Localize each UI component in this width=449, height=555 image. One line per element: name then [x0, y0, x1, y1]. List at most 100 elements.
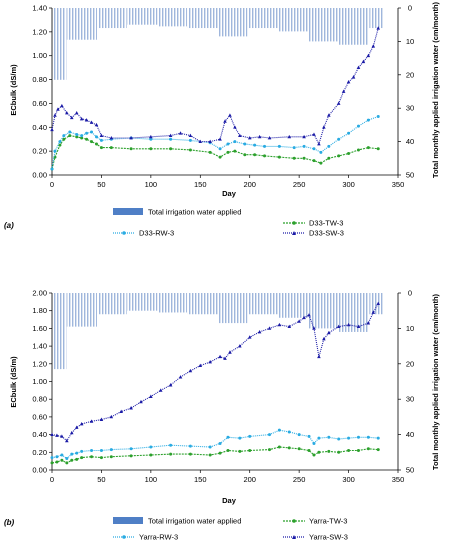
point-sw-a-33 — [327, 113, 331, 117]
series-line-rw-a — [51, 115, 379, 170]
y2-tick-label-b-0: 0 — [408, 289, 412, 298]
y-tick-label-b-1: 0.20 — [32, 448, 47, 457]
point-tw-b-15 — [218, 451, 222, 455]
point-rw-b-6 — [80, 449, 84, 453]
point-sw-a-0 — [50, 127, 54, 132]
y2-axis-label-a: Total monthly applied irrigation water (… — [431, 1, 440, 178]
y-tick-label-a-5: 1.00 — [32, 51, 47, 60]
point-sw-a-26 — [257, 134, 262, 139]
point-rw-b-4 — [70, 452, 74, 456]
legend-marker-sw-b — [292, 535, 296, 539]
point-rw-b-21 — [287, 430, 291, 434]
y2-ticks-b: 0 10 20 30 40 50 — [398, 289, 414, 475]
point-rw-a-14 — [169, 137, 173, 141]
point-sw-b-38 — [356, 324, 361, 329]
point-rw-a-33 — [376, 115, 380, 119]
point-sw-b-32 — [312, 326, 316, 330]
x-tick-label-a-3: 150 — [194, 180, 207, 189]
irrigation-bar-b-4 — [157, 293, 187, 313]
x-tick-label-b-3: 150 — [194, 475, 207, 484]
x-tick-label-b-2: 100 — [145, 475, 158, 484]
point-sw-a-40 — [366, 53, 371, 58]
point-sw-a-15 — [168, 133, 173, 138]
point-tw-a-27 — [319, 161, 323, 165]
point-rw-a-8 — [90, 130, 94, 134]
irrigation-bar-a-5 — [187, 8, 218, 29]
y2-tick-label-a-5: 50 — [406, 171, 414, 180]
point-tw-b-13 — [188, 452, 192, 456]
point-sw-b-40 — [371, 310, 376, 314]
point-tw-a-7 — [85, 137, 89, 141]
point-sw-a-41 — [371, 44, 376, 48]
point-tw-b-21 — [287, 446, 291, 450]
point-rw-b-28 — [347, 436, 351, 440]
y-tick-label-a-7: 1.40 — [32, 4, 47, 13]
point-rw-a-10 — [99, 138, 103, 142]
point-sw-b-31 — [307, 313, 311, 317]
point-tw-a-11 — [109, 146, 113, 150]
point-rw-a-29 — [337, 137, 341, 141]
point-sw-a-31 — [317, 141, 321, 146]
point-tw-a-17 — [218, 155, 222, 159]
panel-label-b: (b) — [4, 518, 15, 527]
point-tw-b-26 — [327, 449, 331, 453]
irrigation-bar-b-0 — [52, 293, 67, 370]
y-ticks-b: 0.00 0.20 0.40 0.60 0.80 1.00 1.20 1.40 1.60 1.80… — [32, 289, 52, 475]
point-rw-b-2 — [60, 453, 64, 457]
point-sw-b-4 — [69, 430, 74, 435]
irrigation-bar-a-9 — [308, 8, 339, 42]
point-rw-a-2 — [58, 140, 62, 144]
point-sw-b-23 — [238, 344, 242, 348]
x-axis-label-a: Day — [222, 189, 237, 198]
point-sw-b-9 — [109, 414, 114, 419]
point-rw-a-30 — [347, 131, 351, 135]
irrigation-bars-a — [52, 8, 383, 80]
panel-a: 0.00 0.20 0.40 0.60 0.80 1.00 1.20 1.40 0 10 20 30… — [4, 1, 440, 237]
point-sw-a-29 — [302, 134, 306, 139]
x-tick-label-a-7: 350 — [392, 180, 405, 189]
point-sw-a-5 — [69, 115, 74, 120]
point-sw-a-39 — [361, 59, 366, 64]
y-tick-label-b-8: 1.60 — [32, 324, 47, 333]
point-sw-a-28 — [287, 134, 292, 139]
point-sw-a-23 — [233, 125, 237, 129]
point-sw-a-38 — [356, 65, 361, 70]
point-sw-a-12 — [109, 136, 114, 140]
legend-swatch-bars-b — [113, 517, 143, 524]
y-tick-label-b-2: 0.40 — [32, 430, 47, 439]
point-tw-a-25 — [302, 156, 306, 160]
point-sw-b-1 — [55, 433, 59, 437]
point-rw-b-18 — [248, 434, 252, 438]
series-b — [50, 301, 381, 465]
point-tw-a-28 — [327, 156, 331, 160]
point-tw-a-30 — [347, 152, 351, 156]
point-tw-a-3 — [62, 137, 66, 141]
point-rw-a-27 — [319, 150, 323, 154]
point-rw-a-20 — [243, 142, 247, 146]
point-rw-b-3 — [65, 456, 69, 460]
point-tw-b-14 — [208, 453, 212, 457]
point-rw-b-27 — [337, 437, 341, 441]
point-sw-b-15 — [168, 383, 173, 387]
point-rw-a-5 — [75, 132, 79, 136]
x-tick-label-b-4: 200 — [243, 475, 256, 484]
point-sw-a-34 — [336, 101, 341, 105]
point-sw-b-0 — [50, 432, 54, 436]
point-sw-a-27 — [267, 136, 272, 140]
point-rw-a-13 — [149, 137, 153, 141]
point-tw-b-12 — [169, 452, 173, 456]
irrigation-bar-b-2 — [97, 293, 127, 315]
series-line-sw-b — [51, 303, 379, 442]
point-rw-b-19 — [267, 433, 271, 437]
point-rw-a-9 — [94, 135, 98, 139]
point-tw-b-10 — [129, 454, 133, 458]
point-sw-a-8 — [84, 118, 89, 122]
point-rw-b-5 — [75, 451, 79, 455]
point-sw-a-4 — [65, 110, 69, 115]
point-rw-b-31 — [376, 436, 380, 440]
point-sw-a-16 — [178, 131, 183, 135]
point-rw-a-32 — [366, 118, 370, 122]
point-rw-b-11 — [149, 445, 153, 449]
point-rw-b-23 — [307, 434, 311, 438]
legend-marker-rw-a — [122, 231, 126, 235]
